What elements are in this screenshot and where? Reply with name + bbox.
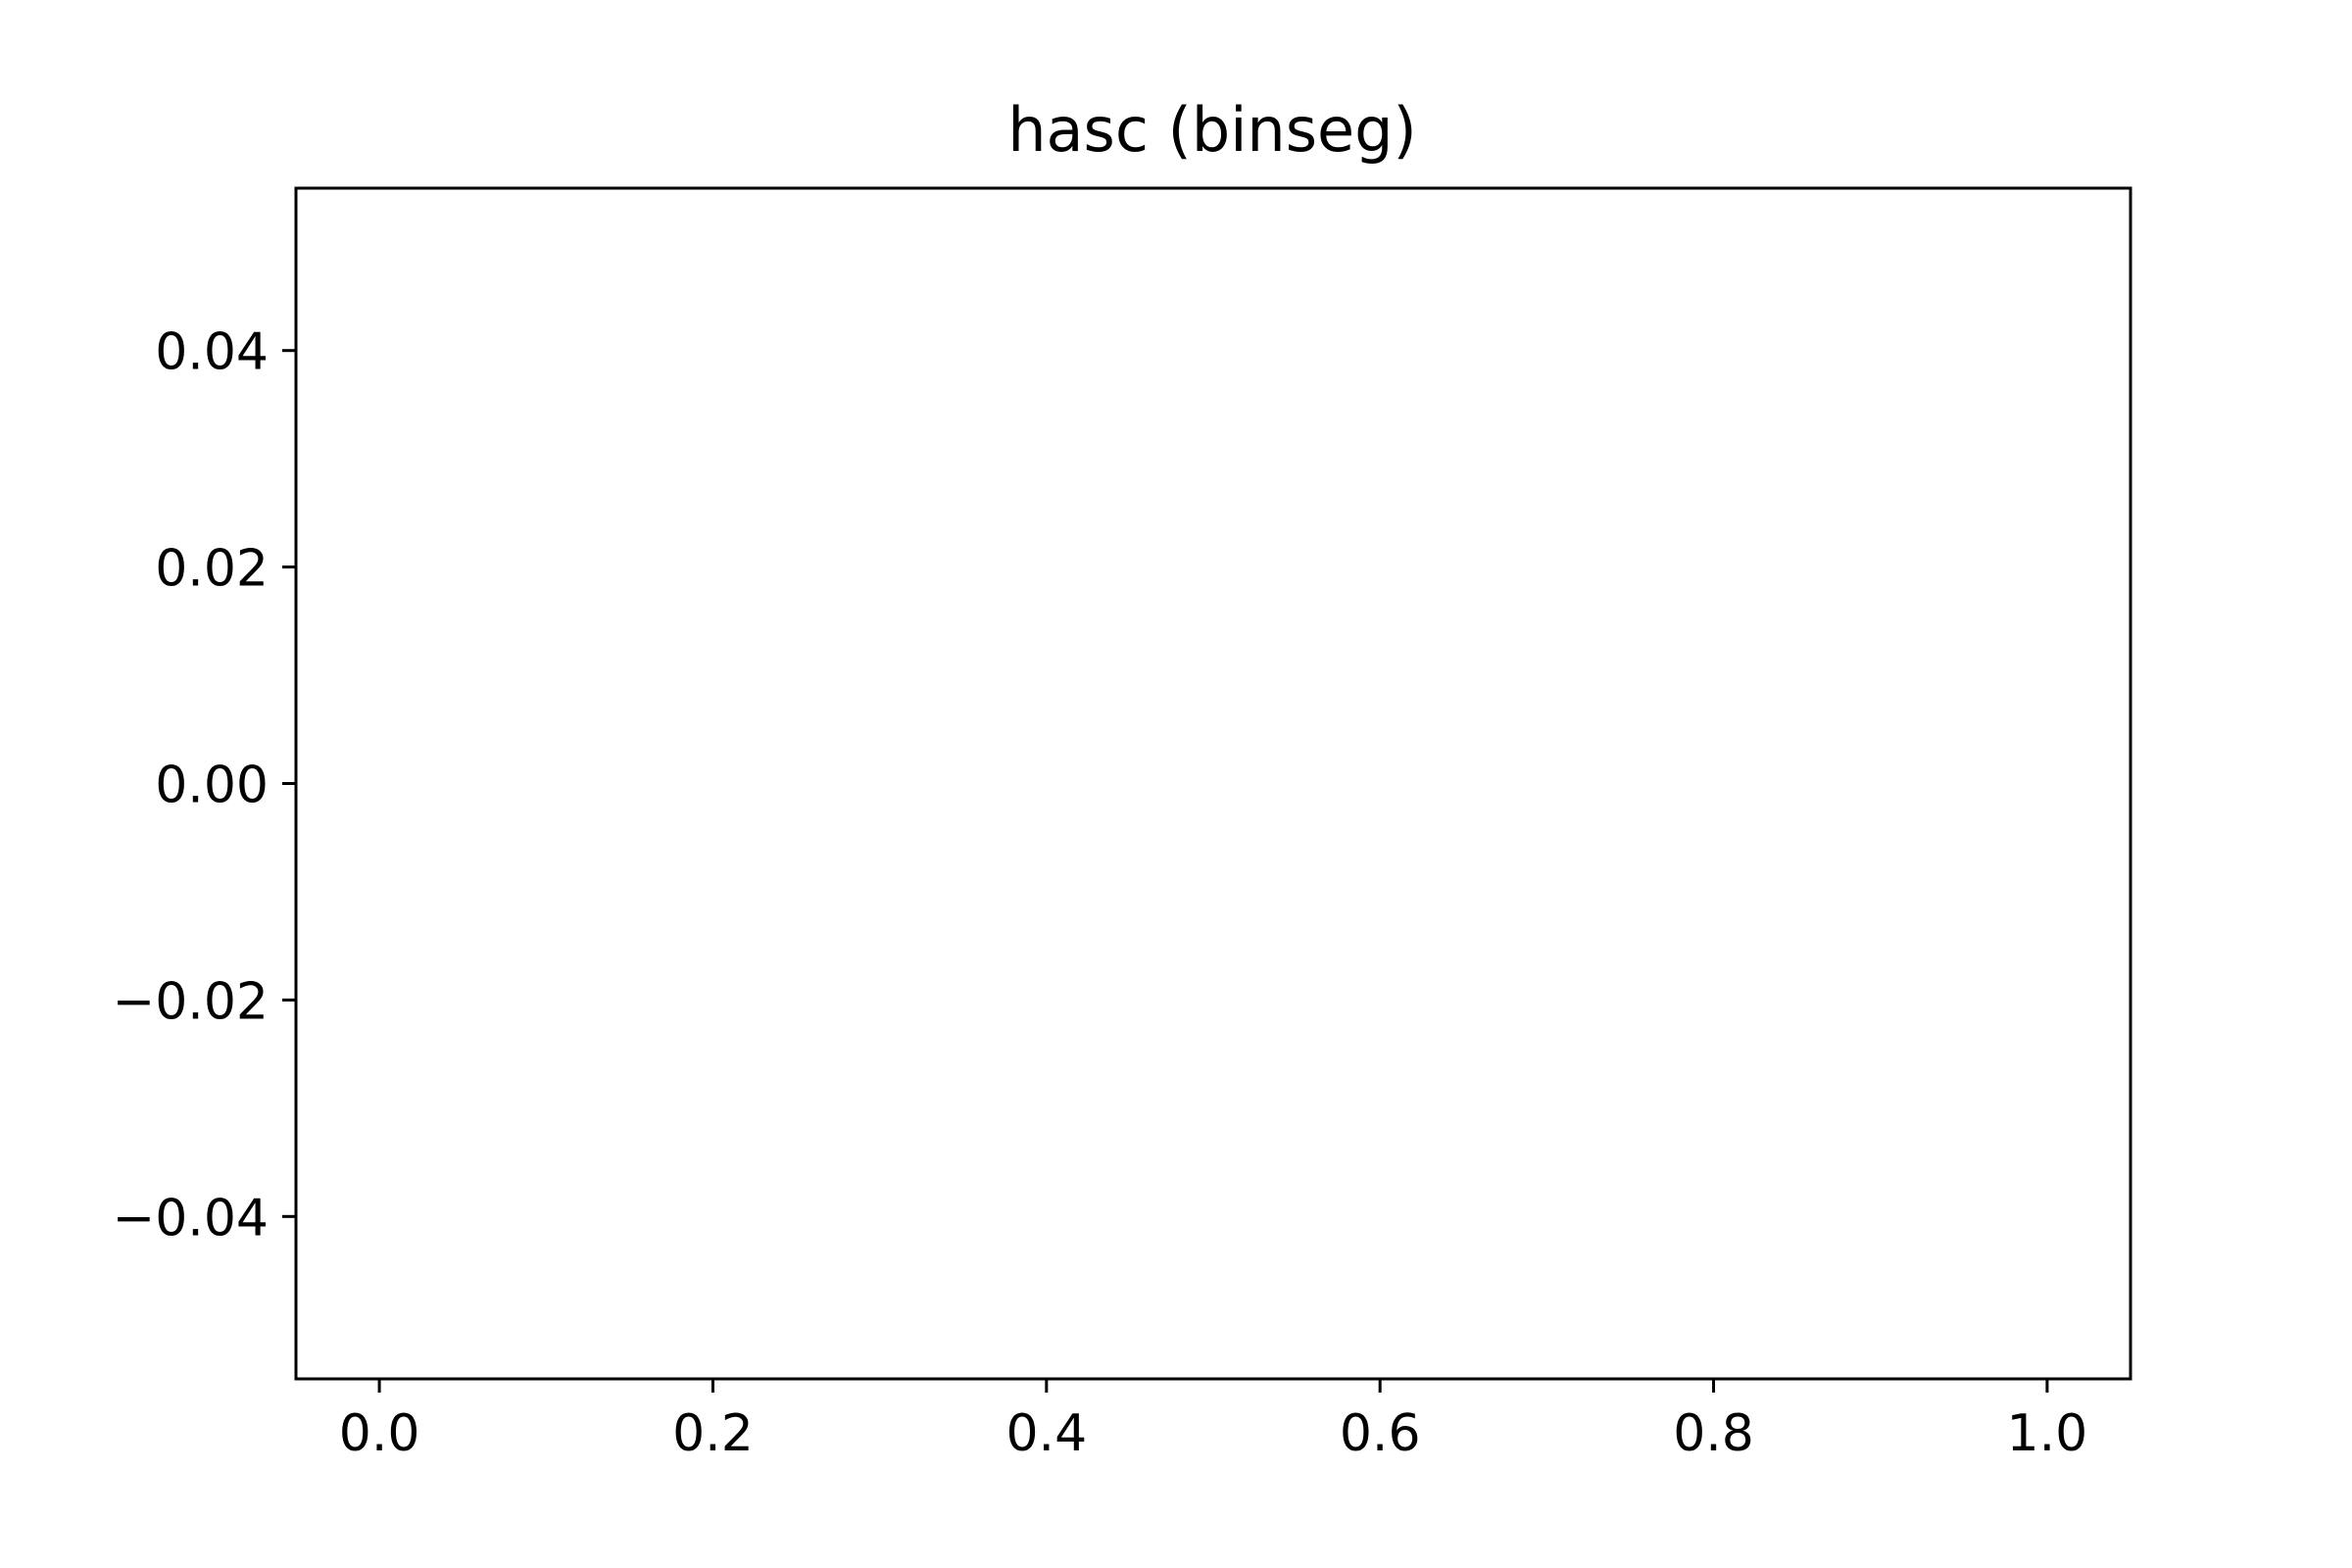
y-tick-label: 0.02 xyxy=(155,540,269,599)
y-tick-label: 0.00 xyxy=(155,757,269,815)
y-tick-label: −0.02 xyxy=(113,972,269,1031)
chart-title: hasc (binseg) xyxy=(1007,94,1416,166)
x-tick-label: 1.0 xyxy=(2007,1404,2088,1463)
x-tick-label: 0.4 xyxy=(1005,1404,1087,1463)
y-axis: 0.04 0.02 0.00 −0.02 −0.04 xyxy=(113,323,296,1248)
x-axis: 0.0 0.2 0.4 0.6 0.8 1.0 xyxy=(339,1379,2088,1463)
x-tick-label: 0.6 xyxy=(1340,1404,1421,1463)
y-tick-label: 0.04 xyxy=(155,323,269,382)
x-tick-label: 0.2 xyxy=(672,1404,754,1463)
y-tick-label: −0.04 xyxy=(113,1189,269,1248)
x-tick-label: 0.0 xyxy=(339,1404,420,1463)
x-tick-label: 0.8 xyxy=(1673,1404,1754,1463)
